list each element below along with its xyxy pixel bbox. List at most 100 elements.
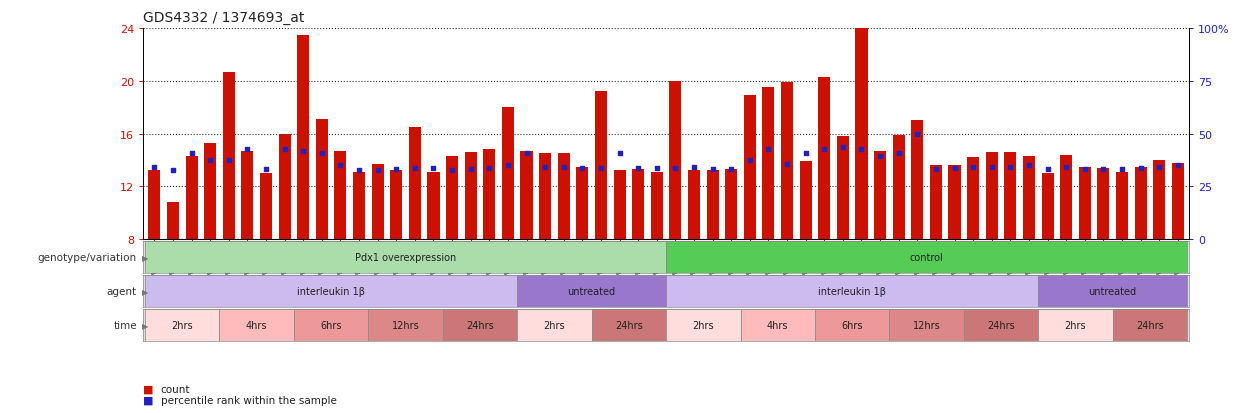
Bar [517, 309, 591, 341]
Bar [893, 135, 905, 240]
Bar [427, 172, 439, 240]
Point [1168, 163, 1188, 169]
Text: 4hrs: 4hrs [767, 320, 788, 330]
Bar [354, 172, 365, 240]
Bar [144, 309, 219, 341]
Text: 24hrs: 24hrs [987, 320, 1015, 330]
Point [256, 166, 276, 173]
Point [833, 144, 853, 151]
Point [814, 147, 834, 153]
Bar [483, 150, 496, 240]
Text: ▶: ▶ [142, 321, 148, 330]
Bar [632, 170, 644, 240]
Point [610, 151, 630, 157]
Bar [670, 82, 681, 240]
Bar [1023, 157, 1035, 240]
Point [1056, 164, 1076, 171]
Bar [294, 309, 369, 341]
Point [423, 165, 443, 172]
Bar [167, 203, 179, 240]
Bar [1113, 309, 1188, 341]
Text: Pdx1 overexpression: Pdx1 overexpression [355, 252, 456, 263]
Bar [1038, 309, 1113, 341]
Point [461, 166, 481, 173]
Bar [186, 157, 198, 240]
Point [1149, 164, 1169, 171]
Bar [614, 171, 625, 240]
Bar [204, 143, 217, 240]
Bar [762, 88, 774, 240]
Point [870, 153, 890, 160]
Point [908, 131, 928, 138]
Bar [517, 275, 666, 307]
Bar [144, 242, 666, 273]
Text: ■: ■ [143, 395, 153, 405]
Text: interleukin 1β: interleukin 1β [818, 286, 886, 297]
Bar [986, 153, 997, 240]
Bar [1038, 275, 1188, 307]
Bar [967, 158, 979, 240]
Point [926, 166, 946, 173]
Point [721, 166, 741, 173]
Text: 2hrs: 2hrs [692, 320, 715, 330]
Point [964, 164, 984, 171]
Bar [371, 164, 383, 240]
Bar [443, 309, 517, 341]
Bar [1116, 172, 1128, 240]
Point [163, 168, 183, 174]
Text: 24hrs: 24hrs [1135, 320, 1164, 330]
Bar [591, 309, 666, 341]
Point [573, 165, 593, 172]
Bar [279, 134, 290, 240]
Point [702, 166, 722, 173]
Text: ▶: ▶ [142, 253, 148, 262]
Point [982, 164, 1002, 171]
Text: 24hrs: 24hrs [466, 320, 494, 330]
Point [238, 147, 258, 153]
Bar [837, 137, 849, 240]
Bar [446, 157, 458, 240]
Bar [1172, 163, 1184, 240]
Bar [743, 96, 756, 240]
Point [554, 164, 574, 171]
Point [349, 168, 369, 174]
Text: untreated: untreated [568, 286, 616, 297]
Bar [595, 92, 608, 240]
Point [1130, 165, 1150, 172]
Text: ■: ■ [143, 384, 153, 394]
Bar [1005, 153, 1016, 240]
Text: 2hrs: 2hrs [544, 320, 565, 330]
Text: 12hrs: 12hrs [392, 320, 420, 330]
Bar [781, 83, 793, 240]
Text: untreated: untreated [1088, 286, 1137, 297]
Point [294, 148, 314, 154]
Bar [874, 151, 886, 240]
Bar [408, 128, 421, 240]
Bar [219, 309, 294, 341]
Text: 12hrs: 12hrs [913, 320, 940, 330]
Bar [298, 36, 309, 240]
Bar [707, 171, 718, 240]
Bar [558, 154, 570, 240]
Bar [949, 166, 961, 240]
Bar [1078, 167, 1091, 240]
Bar [223, 72, 235, 240]
Bar [369, 309, 443, 341]
Point [1018, 163, 1038, 169]
Point [311, 151, 331, 157]
Text: 2hrs: 2hrs [172, 320, 193, 330]
Bar [889, 309, 964, 341]
Text: interleukin 1β: interleukin 1β [298, 286, 365, 297]
Text: ▶: ▶ [142, 287, 148, 296]
Bar [930, 166, 942, 240]
Point [740, 157, 759, 164]
Point [1112, 166, 1132, 173]
Bar [666, 242, 1188, 273]
Point [535, 164, 555, 171]
Bar [688, 171, 700, 240]
Text: 6hrs: 6hrs [842, 320, 863, 330]
Bar [1153, 161, 1165, 240]
Bar [464, 153, 477, 240]
Point [758, 147, 778, 153]
Text: genotype/variation: genotype/variation [37, 252, 137, 263]
